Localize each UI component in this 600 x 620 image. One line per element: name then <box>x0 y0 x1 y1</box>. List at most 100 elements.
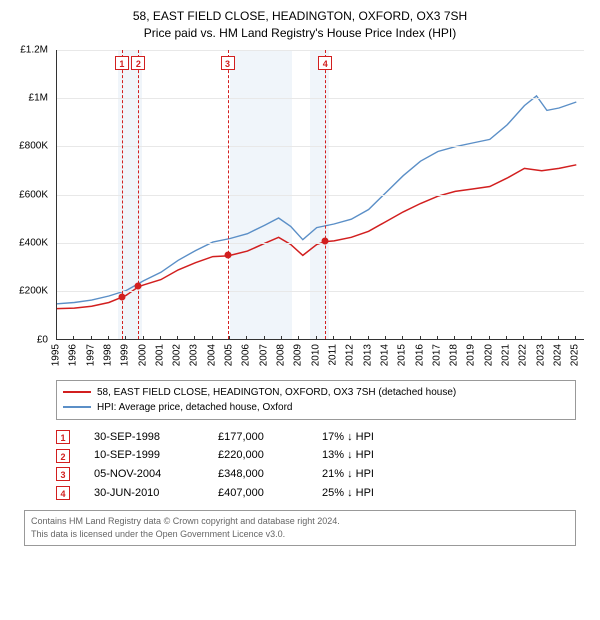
gridline <box>57 243 584 244</box>
x-tick-label: 2015 <box>397 344 408 366</box>
plot-area: 1234 <box>56 50 584 340</box>
x-tick-label: 2001 <box>154 344 165 366</box>
y-tick-label: £0 <box>37 334 48 345</box>
x-tick-label: 2008 <box>276 344 287 366</box>
x-tick-mark <box>437 336 438 340</box>
legend-swatch <box>63 406 91 408</box>
x-tick-label: 2019 <box>466 344 477 366</box>
sale-marker-badge: 1 <box>115 56 129 70</box>
footer-attribution: Contains HM Land Registry data © Crown c… <box>24 510 576 545</box>
sales-row: 430-JUN-2010£407,00025% ↓ HPI <box>56 484 576 503</box>
x-tick-label: 2009 <box>293 344 304 366</box>
x-tick-mark <box>471 336 472 340</box>
x-tick-label: 2000 <box>137 344 148 366</box>
x-tick-mark <box>541 336 542 340</box>
x-tick-label: 2007 <box>258 344 269 366</box>
gridline <box>57 50 584 51</box>
x-tick-mark <box>229 336 230 340</box>
sale-marker-badge: 2 <box>131 56 145 70</box>
x-tick-mark <box>454 336 455 340</box>
sales-row-price: £177,000 <box>218 428 298 447</box>
chart-area: £0£200K£400K£600K£800K£1M£1.2M 1234 1995… <box>12 50 588 374</box>
sale-marker-line <box>138 50 139 339</box>
footer-line-2: This data is licensed under the Open Gov… <box>31 528 569 541</box>
x-tick-label: 2021 <box>501 344 512 366</box>
sales-row-delta: 21% ↓ HPI <box>322 465 412 484</box>
sales-row-delta: 13% ↓ HPI <box>322 446 412 465</box>
gridline <box>57 195 584 196</box>
x-tick-mark <box>350 336 351 340</box>
x-tick-label: 2004 <box>206 344 217 366</box>
x-tick-mark <box>558 336 559 340</box>
sales-row-delta: 17% ↓ HPI <box>322 428 412 447</box>
x-tick-label: 2016 <box>414 344 425 366</box>
sales-row-date: 05-NOV-2004 <box>94 465 194 484</box>
sales-row: 2 10-SEP-1999 £220,000 13% ↓ HPI <box>56 446 576 465</box>
sale-marker-badge: 4 <box>318 56 332 70</box>
x-tick-mark <box>108 336 109 340</box>
sale-marker-line <box>228 50 229 339</box>
x-tick-label: 2022 <box>518 344 529 366</box>
legend-row: HPI: Average price, detached house, Oxfo… <box>63 400 569 415</box>
series-hpi <box>57 95 576 303</box>
legend-label: HPI: Average price, detached house, Oxfo… <box>97 400 293 415</box>
y-tick-label: £200K <box>19 286 48 297</box>
gridline <box>57 146 584 147</box>
x-tick-label: 2013 <box>362 344 373 366</box>
x-tick-label: 1997 <box>85 344 96 366</box>
x-tick-mark <box>333 336 334 340</box>
x-tick-label: 2006 <box>241 344 252 366</box>
x-tick-mark <box>385 336 386 340</box>
y-axis: £0£200K£400K£600K£800K£1M£1.2M <box>12 50 52 340</box>
x-tick-label: 2024 <box>553 344 564 366</box>
x-tick-mark <box>368 336 369 340</box>
x-tick-mark <box>316 336 317 340</box>
x-tick-label: 1995 <box>51 344 62 366</box>
x-axis: 1995199619971998199920002001200220032004… <box>56 340 584 374</box>
sales-row-badge: 2 <box>56 449 70 463</box>
x-tick-mark <box>91 336 92 340</box>
x-tick-mark <box>125 336 126 340</box>
x-tick-label: 2012 <box>345 344 356 366</box>
legend-label: 58, EAST FIELD CLOSE, HEADINGTON, OXFORD… <box>97 385 456 400</box>
sale-dot <box>224 252 231 259</box>
gridline <box>57 98 584 99</box>
x-tick-mark <box>523 336 524 340</box>
x-tick-label: 2003 <box>189 344 200 366</box>
sales-row-badge: 4 <box>56 486 70 500</box>
y-tick-label: £400K <box>19 237 48 248</box>
chart-title: 58, EAST FIELD CLOSE, HEADINGTON, OXFORD… <box>12 8 588 42</box>
sale-dot <box>118 293 125 300</box>
legend: 58, EAST FIELD CLOSE, HEADINGTON, OXFORD… <box>56 380 576 420</box>
sales-row-price: £220,000 <box>218 446 298 465</box>
y-tick-label: £1M <box>29 92 48 103</box>
x-tick-mark <box>575 336 576 340</box>
x-tick-label: 2002 <box>172 344 183 366</box>
sales-row-badge: 3 <box>56 467 70 481</box>
x-tick-mark <box>143 336 144 340</box>
x-tick-mark <box>194 336 195 340</box>
sale-marker-line <box>325 50 326 339</box>
x-tick-mark <box>281 336 282 340</box>
sale-dot <box>322 238 329 245</box>
sales-row: 305-NOV-2004£348,00021% ↓ HPI <box>56 465 576 484</box>
footer-line-1: Contains HM Land Registry data © Crown c… <box>31 515 569 528</box>
x-tick-label: 2005 <box>224 344 235 366</box>
x-tick-label: 1999 <box>120 344 131 366</box>
sales-row-date: 10-SEP-1999 <box>94 446 194 465</box>
sales-row-date: 30-SEP-1998 <box>94 428 194 447</box>
x-tick-mark <box>298 336 299 340</box>
sales-row-delta: 25% ↓ HPI <box>322 484 412 503</box>
y-tick-label: £1.2M <box>20 44 48 55</box>
x-tick-label: 2014 <box>379 344 390 366</box>
x-tick-label: 1998 <box>102 344 113 366</box>
x-tick-label: 2018 <box>449 344 460 366</box>
x-tick-label: 2023 <box>535 344 546 366</box>
x-tick-mark <box>177 336 178 340</box>
legend-row: 58, EAST FIELD CLOSE, HEADINGTON, OXFORD… <box>63 385 569 400</box>
y-tick-label: £800K <box>19 141 48 152</box>
x-tick-mark <box>56 336 57 340</box>
sales-row-price: £407,000 <box>218 484 298 503</box>
sale-dot <box>135 283 142 290</box>
x-tick-mark <box>264 336 265 340</box>
